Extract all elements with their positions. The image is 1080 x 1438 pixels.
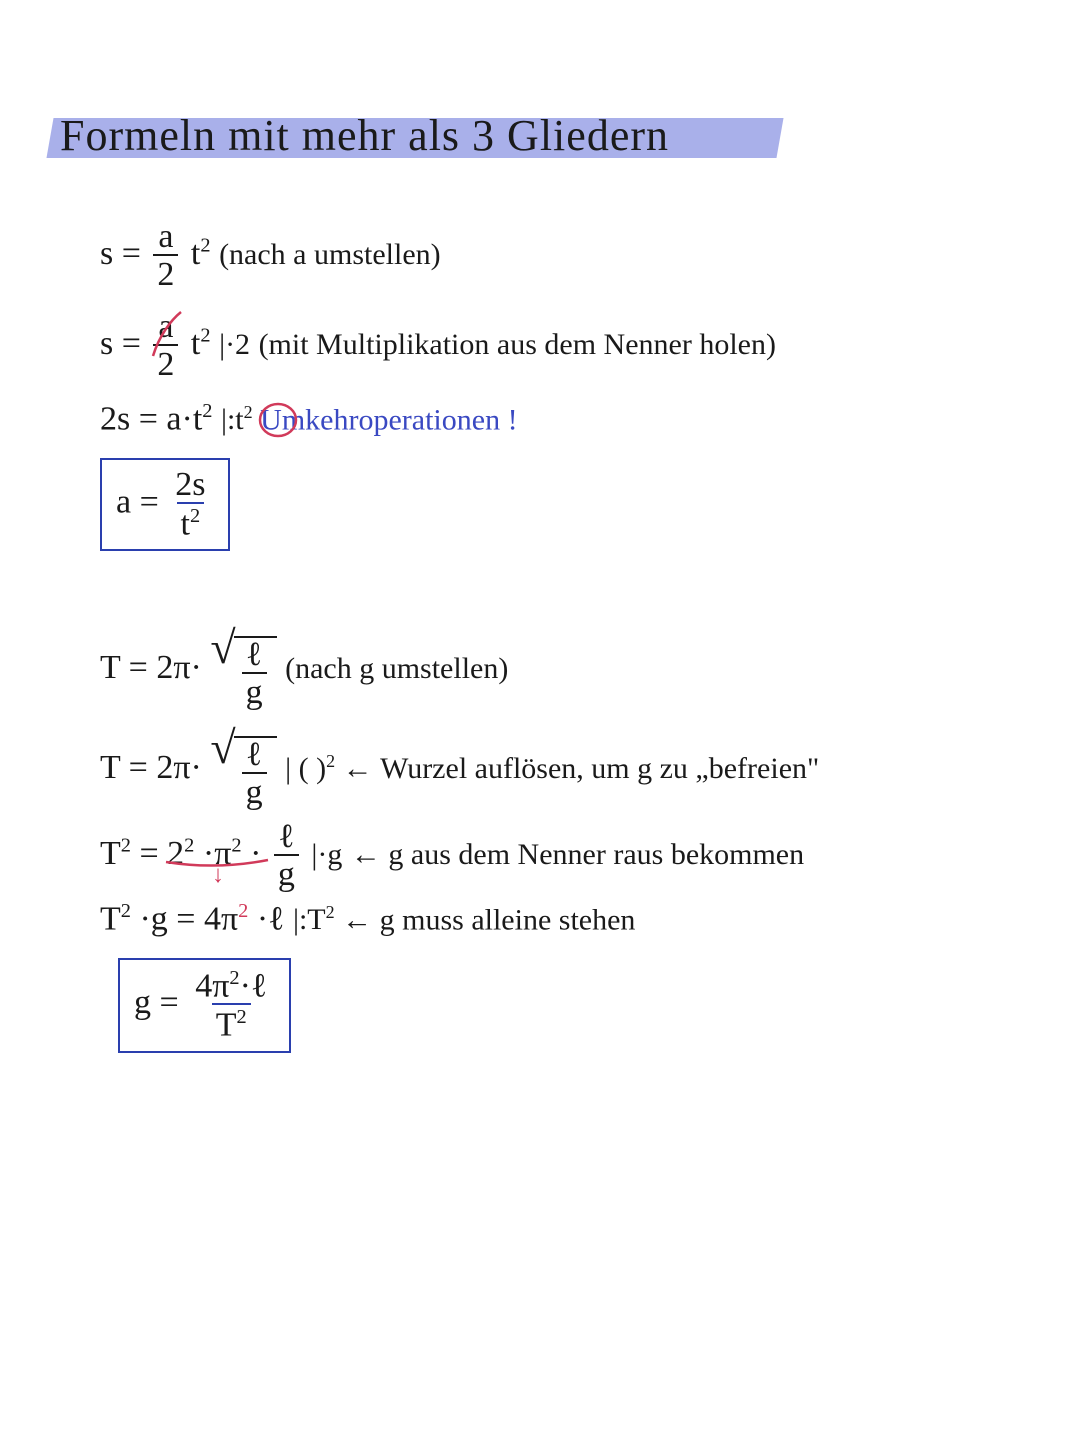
eq1-l1-lhs: s =: [100, 235, 141, 272]
eq2-l3-mid3: ·: [250, 835, 270, 872]
eq1-l2-num: a: [154, 310, 177, 344]
eq2-box-num-exp: 2: [229, 967, 239, 989]
arrow-down-icon: ↓: [212, 862, 224, 889]
eq1-box-frac: 2s t2: [171, 468, 209, 541]
eq2-l4-op-wrap: |:T2: [293, 903, 342, 936]
eq2-box-den-wrap: T2: [212, 1003, 251, 1042]
eq2-l3-den: g: [274, 854, 299, 892]
page-title-wrap: Formeln mit mehr als 3 Gliedern: [60, 110, 669, 161]
eq2-line2: T = 2π· √ ℓ g | ( )2 ← Wurzel auflösen, …: [100, 730, 819, 810]
eq2-line1: T = 2π· √ ℓ g (nach g umstellen): [100, 630, 508, 710]
eq2-box-num-wrap: 4π2·ℓ: [191, 968, 271, 1003]
eq2-l2-sqrt: √ ℓ g: [210, 730, 276, 810]
eq2-l2-num: ℓ: [242, 738, 266, 772]
eq1-result: a = 2s t2: [100, 458, 230, 551]
eq2-l3-mid2-exp: 2: [231, 834, 241, 856]
eq2-l1-num: ℓ: [242, 638, 266, 672]
eq2-l4-T-exp: 2: [121, 900, 131, 922]
eq1-l3-op: |:t: [221, 403, 244, 436]
eq1-box-lhs: a =: [116, 483, 159, 520]
eq2-l1-sqrt-body: ℓ g: [234, 636, 277, 710]
eq2-box-lhs: g =: [134, 984, 179, 1021]
eq1-l2-exp: 2: [200, 324, 210, 346]
eq1-box-den-wrap: t2: [177, 502, 205, 541]
eq2-l2-sqrt-body: ℓ g: [234, 736, 277, 810]
eq2-box-num-b: ·ℓ: [240, 967, 268, 1004]
eq1-l2-op: |·2: [219, 328, 250, 361]
eq2-l2-op-exp: 2: [326, 751, 335, 771]
eq1-box-num: 2s: [171, 468, 209, 502]
eq2-l2-frac: ℓ g: [242, 738, 267, 810]
eq1-l1-note: (nach a umstellen): [219, 238, 441, 271]
eq2-l1-note: (nach g umstellen): [285, 652, 508, 685]
eq1-l2-den: 2: [153, 344, 178, 382]
eq1-l1-frac: a 2: [153, 220, 178, 292]
eq1-l2-tail: t: [191, 325, 200, 362]
eq1-l2-lhs: s =: [100, 325, 141, 362]
eq2-l4-mid: ·g = 4π: [139, 900, 238, 937]
eq2-l3-T: T: [100, 835, 121, 872]
eq1-l1-tail: t: [191, 235, 200, 272]
eq2-l3-op: |·g: [311, 838, 342, 871]
eq2-l2-op-wrap: | ( )2: [285, 752, 343, 785]
eq2-l4-op: |:T: [293, 903, 326, 936]
eq1-line2: s = a 2 t2 |·2 (mit Multiplikation aus d…: [100, 310, 776, 382]
eq1-l3-op-exp: 2: [244, 402, 253, 422]
eq2-box-den: T: [216, 1007, 237, 1044]
eq2-l1-den: g: [242, 672, 267, 710]
eq2-line4: T2 ·g = 4π2 ·ℓ |:T2 ← g muss alleine ste…: [100, 900, 635, 938]
eq2-l1-lhs: T = 2π·: [100, 649, 202, 686]
eq1-l2-frac: a 2: [153, 310, 178, 382]
eq2-l3-frac: ℓ g: [274, 820, 299, 892]
eq1-l1-den: 2: [153, 254, 178, 292]
eq1-l2-note: (mit Multiplikation aus dem Nenner holen…: [259, 328, 776, 361]
eq1-box-den-exp: 2: [190, 505, 200, 527]
eq2-l2-den: g: [242, 772, 267, 810]
eq2-l1-sqrt: √ ℓ g: [210, 630, 276, 710]
eq1-box-den: t: [181, 505, 190, 542]
eq2-l4-mid-exp: 2: [238, 900, 248, 922]
eq1-result-box: a = 2s t2: [100, 458, 230, 551]
eq2-l4-note: ← g muss alleine stehen: [342, 903, 635, 936]
eq2-l3-note: ← g aus dem Nenner raus bekommen: [351, 838, 804, 871]
sqrt-icon: √: [210, 630, 235, 667]
page-title: Formeln mit mehr als 3 Gliedern: [60, 110, 669, 161]
eq2-l1-frac: ℓ g: [242, 638, 267, 710]
sqrt-icon: √: [210, 730, 235, 767]
eq2-line3: T2 = 22 ·π2 · ℓ g |·g ← g aus dem Nenner…: [100, 820, 804, 892]
eq2-box-frac: 4π2·ℓ T2: [191, 968, 271, 1043]
eq1-l3-lhs: 2s = a·t: [100, 400, 202, 437]
eq1-line3: 2s = a·t2 |:t2 Umkehroperationen !: [100, 400, 518, 438]
eq2-l3-T-exp: 2: [121, 834, 131, 856]
eq2-l2-op: | ( ): [285, 752, 326, 785]
eq1-line1: s = a 2 t2 (nach a umstellen): [100, 220, 441, 292]
eq2-l3-num: ℓ: [274, 820, 298, 854]
eq1-l3-note: Umkehroperationen !: [260, 403, 517, 436]
handwritten-notes-page: Formeln mit mehr als 3 Gliedern s = a 2 …: [0, 0, 1080, 1438]
eq2-result: g = 4π2·ℓ T2: [118, 958, 291, 1053]
eq2-box-den-exp: 2: [236, 1006, 246, 1028]
eq1-l1-num: a: [154, 220, 177, 254]
eq2-l4-mid2: ·ℓ: [257, 900, 285, 937]
eq2-l3-mid1: = 2: [139, 835, 184, 872]
eq2-box-num-a: 4π: [195, 967, 229, 1004]
eq2-l2-note: ← Wurzel auflösen, um g zu „befreien": [343, 752, 820, 785]
eq2-l2-lhs: T = 2π·: [100, 749, 202, 786]
eq1-l1-exp: 2: [200, 234, 210, 256]
eq2-l3-mid1-exp: 2: [184, 834, 194, 856]
eq2-result-box: g = 4π2·ℓ T2: [118, 958, 291, 1053]
eq2-l4-T: T: [100, 900, 121, 937]
eq2-l4-op-exp: 2: [326, 902, 335, 922]
eq1-l3-op-wrap: |:t2: [221, 403, 260, 436]
eq1-l3-exp: 2: [202, 400, 212, 422]
